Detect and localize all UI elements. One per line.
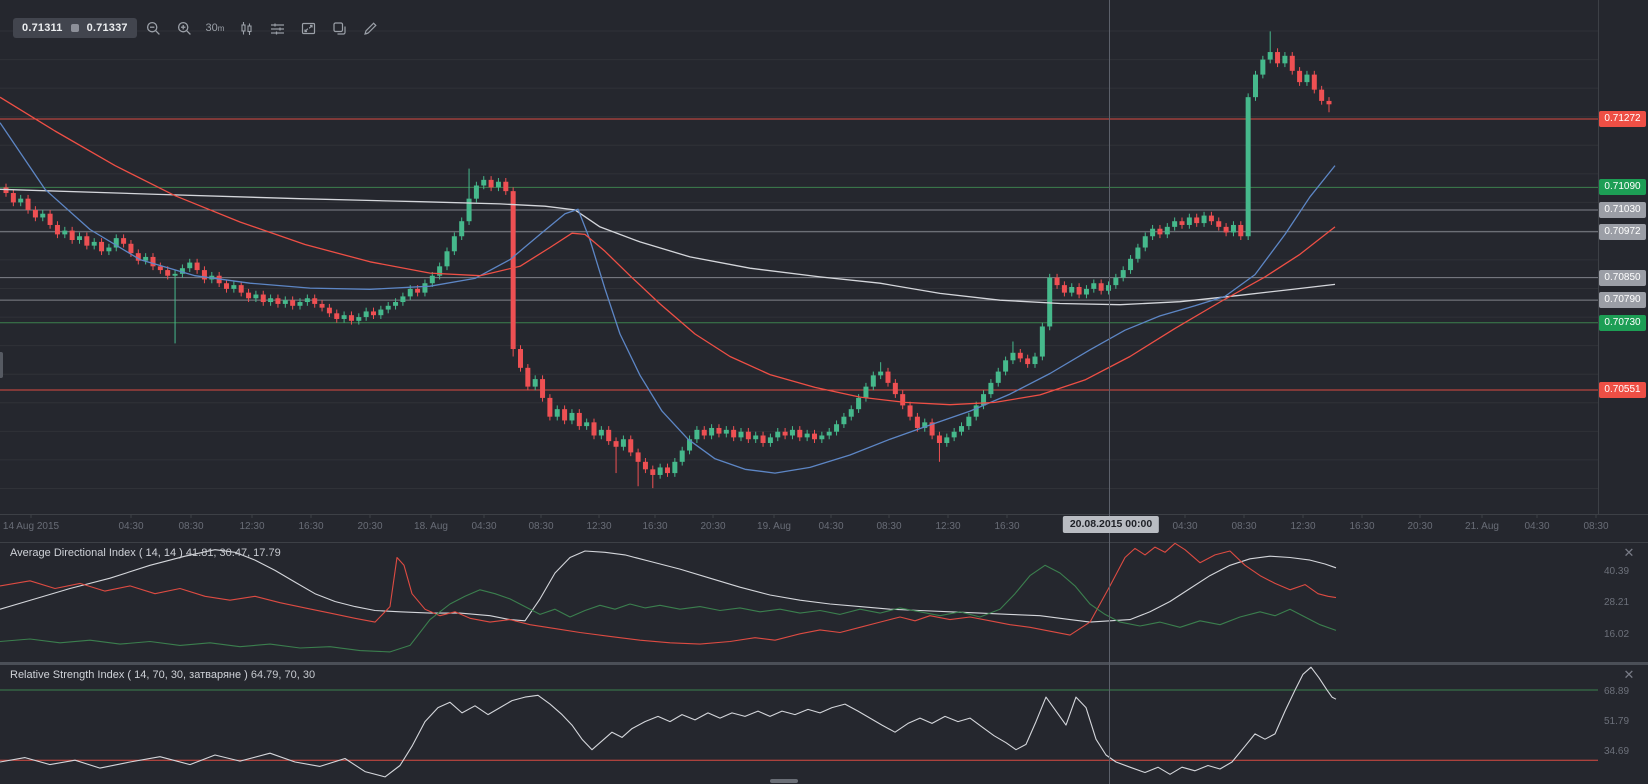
time-tick-label: 08:30: [876, 521, 902, 532]
ma-blue-fast: [0, 122, 1336, 474]
time-tick-label: 12:30: [935, 521, 961, 532]
timeframe-button[interactable]: 30 m: [205, 22, 225, 34]
chart-type-button[interactable]: [235, 18, 257, 38]
time-tick-label: 08:30: [1231, 521, 1257, 532]
time-axis-separator: [0, 514, 1648, 515]
time-axis[interactable]: 14 Aug 2015 04:30 08:30 12:30 16:30 20:30 18. …: [0, 514, 1648, 542]
time-tick-label: 08:30: [1583, 521, 1609, 532]
time-tick-label: 04:30: [118, 521, 144, 532]
price-axis[interactable]: 0.715060.714300.713540.712780.712020.711…: [1598, 0, 1648, 514]
time-tick-label: 14 Aug 2015: [2, 521, 60, 532]
indicator-tick-label: 34.69: [1604, 746, 1630, 757]
time-tick-label: 16:30: [1349, 521, 1375, 532]
time-tick-label: 12:30: [1290, 521, 1316, 532]
price-line-badge: 0.70730: [1599, 314, 1646, 331]
zoom-out-icon: [146, 21, 160, 35]
bid-price[interactable]: 0.71311: [22, 22, 63, 34]
zoom-in-button[interactable]: [173, 18, 195, 38]
time-tick-label: 16:30: [994, 521, 1020, 532]
time-tick-label: 12:30: [239, 521, 265, 532]
price-line-badge: 0.71272: [1599, 110, 1646, 127]
time-tick-label: 08:30: [528, 521, 554, 532]
rsi-header[interactable]: Relative Strength Index ( 14, 70, 30, за…: [10, 669, 316, 681]
spread-indicator-icon: [70, 24, 79, 32]
time-tick-label: 21. Aug: [1465, 521, 1499, 532]
price-line-badge: 0.71090: [1599, 179, 1646, 196]
candlestick-icon: [240, 21, 252, 35]
price-line-badge: 0.70972: [1599, 223, 1646, 240]
ma-white-slow: [0, 188, 1336, 306]
adx-panel-chart[interactable]: [0, 542, 1598, 661]
indicator-tick-label: 40.39: [1604, 566, 1630, 577]
rsi-close-button[interactable]: ✕: [1623, 667, 1635, 682]
indicator-settings-button[interactable]: [266, 18, 288, 38]
time-tick-label: 04:30: [1524, 521, 1550, 532]
price-line-badge: 0.70850: [1599, 269, 1646, 286]
time-tick-label: 04:30: [1172, 521, 1198, 532]
time-tick-label: 16:30: [642, 521, 668, 532]
indicator-tick-label: 51.79: [1604, 716, 1630, 727]
adx-close-button[interactable]: ✕: [1623, 545, 1635, 560]
grid-layer: [0, 30, 1598, 489]
series-rsi: [0, 666, 1337, 778]
fullscreen-button[interactable]: [297, 18, 319, 38]
candles-layer: [3, 31, 1332, 489]
series-di-plus: [0, 564, 1337, 653]
time-tick-label: 04:30: [818, 521, 844, 532]
time-tick-label: 19. Aug: [757, 521, 791, 532]
time-tick-label: 20:30: [357, 521, 383, 532]
price-line-badge: 0.71030: [1599, 201, 1646, 218]
ask-price[interactable]: 0.71337: [86, 22, 128, 34]
time-tick-label: 18. Aug: [414, 521, 448, 532]
rsi-panel-separator[interactable]: [0, 662, 1648, 665]
time-tick-label: 20:30: [700, 521, 726, 532]
time-tick-label: 20:30: [1407, 521, 1433, 532]
adx-header[interactable]: Average Directional Index ( 14, 14 ) 41.…: [10, 547, 281, 559]
time-tick-label: 16:30: [298, 521, 324, 532]
copy-icon: [332, 21, 346, 35]
crosshair-vertical-line: [1109, 0, 1110, 784]
indicator-tick-label: 68.89: [1604, 686, 1630, 697]
drawer-handle[interactable]: [0, 352, 3, 378]
adx-panel-separator[interactable]: [0, 542, 1648, 543]
series-adx: [0, 549, 1337, 623]
draw-button[interactable]: [359, 18, 381, 38]
price-chart[interactable]: [0, 0, 1598, 542]
adx-values: 41.81, 30.47, 17.79: [185, 547, 281, 559]
ma-red-mid: [0, 96, 1336, 406]
time-tick-label: 04:30: [471, 521, 497, 532]
price-line-badge: 0.70790: [1599, 292, 1646, 309]
series-di-minus: [0, 542, 1337, 645]
sliders-icon: [270, 23, 284, 34]
pane-resize-handle[interactable]: [770, 779, 798, 783]
time-tick-label: 12:30: [586, 521, 612, 532]
indicator-tick-label: 28.21: [1604, 597, 1630, 609]
pencil-icon: [363, 21, 377, 35]
zoom-in-icon: [177, 21, 191, 35]
horizontal-lines-layer: [0, 118, 1598, 391]
chart-toolbar: 30 m: [142, 18, 381, 38]
moving-averages-layer: [0, 96, 1336, 474]
quote-box: 0.71311 0.71337: [13, 18, 137, 38]
crosshair-date-badge: 20.08.2015 00:00: [1062, 516, 1160, 533]
time-tick-label: 08:30: [178, 521, 204, 532]
rsi-panel-chart[interactable]: [0, 664, 1598, 784]
zoom-out-button[interactable]: [142, 18, 164, 38]
price-line-badge: 0.70551: [1599, 382, 1646, 398]
rsi-values: 64.79, 70, 30: [250, 669, 316, 681]
indicator-tick-label: 16.02: [1604, 629, 1630, 641]
duplicate-button[interactable]: [328, 18, 350, 38]
expand-icon: [301, 22, 315, 34]
